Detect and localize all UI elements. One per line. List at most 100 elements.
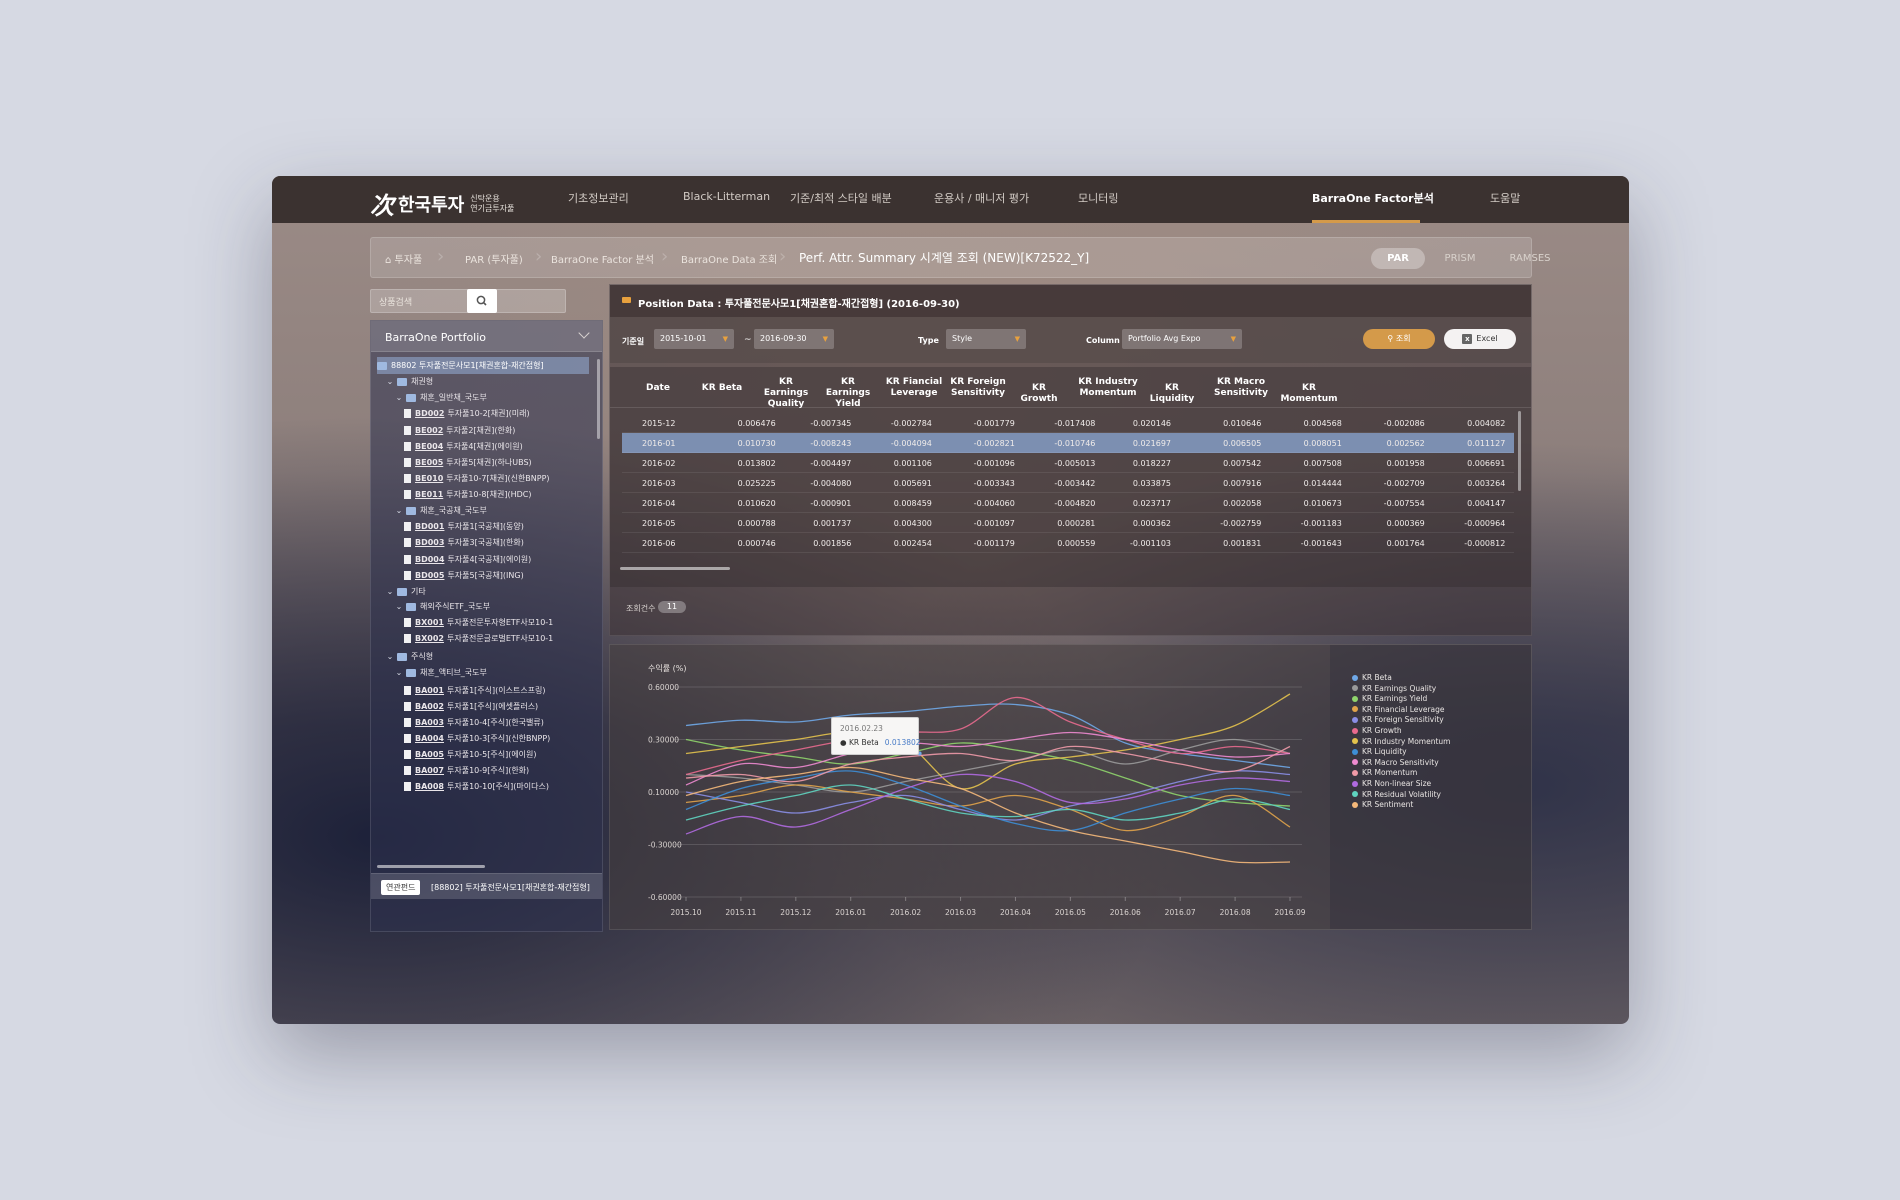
chevron-down-icon[interactable]: ⌄ [395, 393, 403, 402]
tree-item-code[interactable]: BA004 [415, 734, 444, 743]
tree-item-code[interactable]: BA002 [415, 702, 444, 711]
table-row[interactable]: 2016-04 0.010620 -0.000901 0.008459 -0.00406… [622, 493, 1514, 513]
tree-item-code[interactable]: BE005 [415, 458, 444, 467]
nav-item-basic-info[interactable]: 기초정보관리 [568, 192, 629, 205]
tree-folder[interactable]: ⌄ 채혼_액티브_국도부 [395, 664, 487, 681]
column-header[interactable]: KR Earnings Quality [763, 377, 809, 409]
table-row[interactable]: 2016-03 0.025225 -0.004080 0.005691 -0.00334… [622, 473, 1514, 493]
column-header[interactable]: KR Growth [1020, 383, 1058, 404]
tree-item-ba002[interactable]: BA002 투자풀1[주식](에셋플러스) [404, 698, 538, 715]
tree-item-ba001[interactable]: BA001 투자풀1[주식](이스트스프링) [404, 682, 546, 699]
tree-item-bd005[interactable]: BD005 투자풀5[국공채](ING) [404, 567, 524, 584]
tree-vertical-scrollbar[interactable] [597, 359, 600, 439]
tree-folder[interactable]: ⌄ 주식형 [386, 648, 433, 665]
column-header[interactable]: KR Beta [701, 383, 743, 393]
tree-item-code[interactable]: BA008 [415, 782, 444, 791]
tree-item-bd003[interactable]: BD003 투자풀3[국공채](한화) [404, 534, 524, 551]
tree-item-bd002[interactable]: BD002 투자풀10-2[채권](미래) [404, 405, 530, 422]
tree-item-ba004[interactable]: BA004 투자풀10-3[주식](신한BNPP) [404, 730, 550, 747]
column-header[interactable]: KR Earnings Yield [825, 377, 871, 409]
column-header[interactable]: KR Fiancial Leverage [885, 377, 943, 398]
factor-line-chart[interactable]: 수익률 (%) 0.60000 0.30000 0.10000 -0.30000 -0.6… [610, 645, 1330, 929]
column-header[interactable]: KR Liquidity [1149, 383, 1195, 404]
tree-item-be005[interactable]: BE005 투자풀5[채권](하나UBS) [404, 454, 532, 471]
nav-item-black-litterman[interactable]: Black-Litterman [683, 190, 771, 203]
legend-item[interactable]: KR Macro Sensitivity [1352, 758, 1439, 767]
product-search-input[interactable] [371, 291, 531, 313]
series-line-kr-industry-momentum[interactable] [685, 693, 1291, 790]
column-header[interactable]: Date [646, 383, 670, 393]
tree-item-code[interactable]: BE004 [415, 442, 444, 451]
brand-logo[interactable]: 次 한국투자 신탁운용 연기금투자풀 [370, 186, 514, 221]
legend-item[interactable]: KR Industry Momentum [1352, 737, 1450, 746]
grid-horizontal-scrollbar[interactable] [620, 567, 730, 570]
tree-item-ba007[interactable]: BA007 투자풀10-9[주식](한화) [404, 762, 529, 779]
tree-item-be011[interactable]: BE011 투자풀10-8[채권](HDC) [404, 486, 531, 503]
column-select[interactable]: Portfolio Avg Expo ▼ [1122, 329, 1242, 349]
nav-item-help[interactable]: 도움말 [1490, 192, 1521, 205]
column-header[interactable]: KR Macro Sensitivity [1214, 377, 1268, 398]
legend-item[interactable]: KR Residual Volatility [1352, 790, 1441, 799]
series-line-kr-macro-sensitivity[interactable] [685, 731, 1291, 786]
table-row[interactable]: 2016-05 0.000788 0.001737 0.004300 -0.001097… [622, 513, 1514, 533]
tree-item-code[interactable]: BE010 [415, 474, 444, 483]
tree-item-code[interactable]: BE002 [415, 426, 444, 435]
tree-item-code[interactable]: BA005 [415, 750, 444, 759]
nav-item-style-allocation[interactable]: 기준/최적 스타일 배분 [790, 192, 892, 205]
series-line-kr-earnings-quality[interactable] [685, 738, 1291, 793]
tree-horizontal-scrollbar[interactable] [377, 865, 485, 868]
legend-item[interactable]: KR Sentiment [1352, 800, 1413, 809]
nav-item-monitoring[interactable]: 모니터링 [1078, 192, 1119, 205]
tree-folder[interactable]: ⌄ 기타 [386, 583, 426, 600]
legend-item[interactable]: KR Beta [1352, 673, 1392, 682]
tree-item-code[interactable]: BA003 [415, 718, 444, 727]
legend-item[interactable]: KR Growth [1352, 726, 1402, 735]
tree-folder[interactable]: ⌄ 해외주식ETF_국도부 [395, 598, 490, 615]
series-line-kr-sentiment[interactable] [685, 766, 1291, 864]
tree-item-ba005[interactable]: BA005 투자풀10-5[주식](에이원) [404, 746, 537, 763]
tree-item-code[interactable]: BA007 [415, 766, 444, 775]
chevron-down-icon[interactable]: ⌄ [395, 668, 403, 677]
date-from-field[interactable]: 2015-10-01 ▼ [654, 329, 734, 349]
legend-item[interactable]: KR Financial Leverage [1352, 705, 1445, 714]
column-header[interactable]: KR Foreign Sensitivity [950, 377, 1006, 398]
tree-folder[interactable]: ⌄ 채혼_국공채_국도부 [395, 502, 487, 519]
tab-ramses[interactable]: RAMSES [1509, 253, 1551, 264]
tree-item-code[interactable]: BX002 [415, 634, 444, 643]
grid-vertical-scrollbar[interactable] [1518, 411, 1521, 491]
table-row[interactable]: 2016-01 0.010730 -0.008243 -0.004094 -0.0028… [622, 433, 1514, 453]
date-to-field[interactable]: 2016-09-30 ▼ [754, 329, 834, 349]
tree-item-code[interactable]: BD004 [415, 555, 445, 564]
legend-item[interactable]: KR Foreign Sensitivity [1352, 715, 1444, 724]
tree-item-be004[interactable]: BE004 투자풀4[채권](에이원) [404, 438, 523, 455]
series-line-kr-growth[interactable] [685, 696, 1291, 776]
tree-item-code[interactable]: BE011 [415, 490, 444, 499]
series-line-kr-residual-volatility[interactable] [685, 784, 1291, 821]
related-fund-badge[interactable]: 연관펀드 [381, 880, 421, 895]
legend-item[interactable]: KR Non-linear Size [1352, 779, 1431, 788]
legend-item[interactable]: KR Earnings Yield [1352, 694, 1427, 703]
chevron-down-icon[interactable]: ⌄ [386, 652, 394, 661]
legend-item[interactable]: KR Earnings Quality [1352, 684, 1436, 693]
tree-folder[interactable]: 88802 투자풀전문사모1[채권혼합-재간접형] [377, 357, 589, 374]
series-line-kr-non-linear-size[interactable] [685, 773, 1291, 835]
chevron-down-icon[interactable]: ⌄ [395, 602, 403, 611]
legend-item[interactable]: KR Liquidity [1352, 747, 1407, 756]
nav-item-manager-evaluation[interactable]: 운용사 / 매니저 평가 [934, 192, 1030, 205]
breadcrumb-item-par[interactable]: PAR (투자풀) [465, 255, 523, 266]
portfolio-panel-header[interactable]: BarraOne Portfolio [371, 321, 602, 352]
tree-item-ba003[interactable]: BA003 투자풀10-4[주식](한국밸류) [404, 714, 544, 731]
chevron-down-icon[interactable]: ⌄ [386, 377, 394, 386]
legend-item[interactable]: KR Momentum [1352, 768, 1417, 777]
tab-prism[interactable]: PRISM [1444, 253, 1476, 264]
table-row[interactable]: 2016-02 0.013802 -0.004497 0.001106 -0.00109… [622, 453, 1514, 473]
tree-item-be002[interactable]: BE002 투자풀2[채권](한화) [404, 422, 515, 439]
chevron-down-icon[interactable]: ⌄ [386, 587, 394, 596]
query-button[interactable]: ⚲ 조회 [1363, 329, 1435, 349]
series-line-kr-earnings-yield[interactable] [685, 738, 1291, 807]
nav-item-barraone-factor[interactable]: BarraOne Factor분석 [1312, 192, 1434, 205]
table-row[interactable]: 2015-12 0.006476 -0.007345 -0.002784 -0.0017… [622, 413, 1514, 433]
tree-item-code[interactable]: BD003 [415, 538, 445, 547]
tree-item-code[interactable]: BD005 [415, 571, 445, 580]
tree-item-code[interactable]: BA001 [415, 686, 444, 695]
